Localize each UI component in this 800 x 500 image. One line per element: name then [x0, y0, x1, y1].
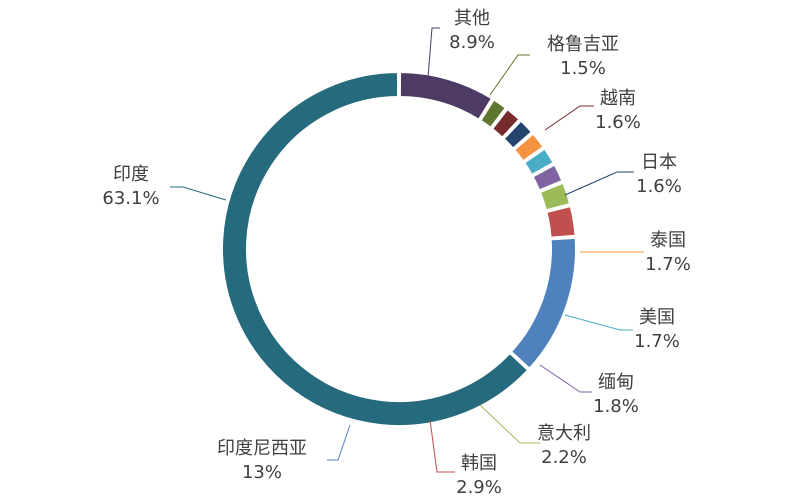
- slice-label-0: 其他: [454, 8, 490, 29]
- slice-1: [479, 98, 508, 130]
- leader-line-8: [429, 419, 455, 473]
- slice-label-2: 越南: [600, 88, 636, 109]
- leader-line-0: [427, 27, 440, 79]
- slice-value-8: 2.9%: [456, 477, 502, 498]
- slice-label-3: 日本: [641, 152, 677, 173]
- slice-value-1: 1.5%: [560, 58, 606, 79]
- slice-label-4: 泰国: [650, 230, 686, 251]
- slice-value-2: 1.6%: [595, 112, 641, 133]
- slice-value-0: 8.9%: [449, 32, 495, 53]
- slice-label-5: 美国: [639, 307, 675, 328]
- slice-label-7: 意大利: [537, 423, 591, 444]
- slice-value-7: 2.2%: [541, 447, 587, 468]
- leader-line-3: [564, 171, 634, 196]
- slice-label-6: 缅甸: [598, 372, 634, 393]
- slice-4: [512, 132, 545, 163]
- slice-5: [522, 147, 555, 177]
- slice-7: [538, 181, 572, 212]
- slice-value-3: 1.6%: [636, 176, 682, 197]
- donut-slices: [221, 70, 577, 427]
- slice-label-1: 格鲁吉亚: [547, 34, 619, 55]
- slice-value-5: 1.7%: [634, 331, 680, 352]
- slice-value-9: 13%: [242, 462, 282, 483]
- leader-line-7: [479, 404, 540, 444]
- slice-3: [502, 119, 534, 150]
- slice-value-6: 1.8%: [593, 396, 639, 417]
- slice-8: [545, 204, 577, 239]
- slice-value-10: 63.1%: [102, 188, 159, 209]
- slice-label-10: 印度: [113, 164, 149, 185]
- slice-0: [398, 70, 494, 122]
- leader-lines: [170, 27, 644, 473]
- slice-labels: 其他8.9% 格鲁吉亚1.5%越南1.6%日本1.6%泰国1.7%美国1.7%缅甸…: [102, 8, 690, 498]
- slice-label-9: 印度尼西亚: [217, 438, 307, 459]
- leader-line-6: [539, 364, 592, 393]
- leader-line-1: [489, 54, 530, 96]
- slice-value-4: 1.7%: [645, 254, 691, 275]
- slice-2: [490, 107, 521, 139]
- slice-6: [531, 163, 564, 192]
- slice-10: [221, 70, 530, 427]
- leader-line-9: [327, 424, 351, 461]
- slice-label-8: 韩国: [461, 453, 497, 474]
- leader-line-10: [170, 186, 227, 201]
- slice-9: [509, 236, 577, 370]
- leader-line-5: [564, 314, 633, 331]
- leader-line-2: [544, 105, 594, 131]
